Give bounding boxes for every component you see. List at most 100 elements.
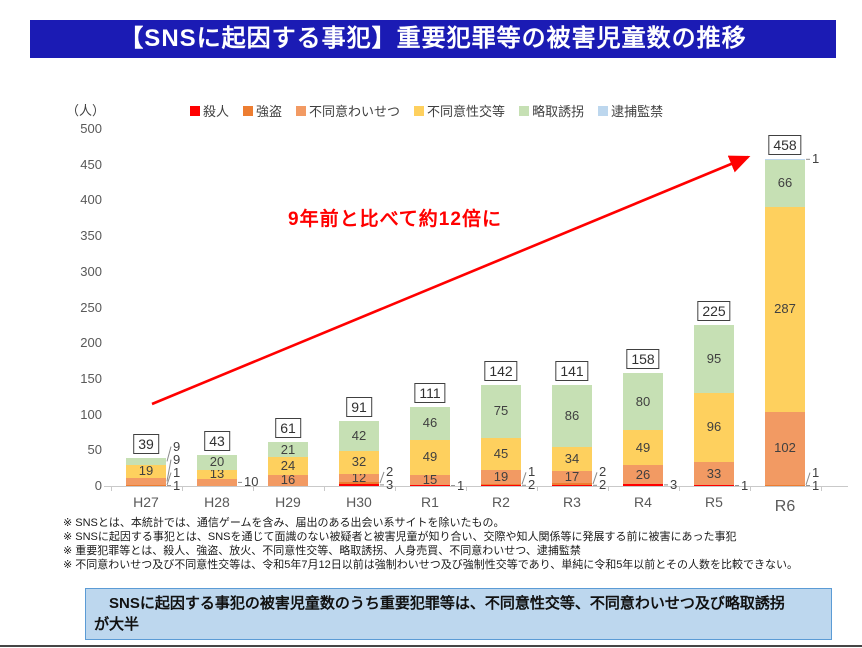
callout-leader-line (805, 472, 811, 486)
bar-segment-value: 16 (280, 472, 296, 488)
callout-leader-line (166, 472, 172, 486)
callout-leader-line (521, 472, 527, 485)
bar-segment (197, 478, 237, 486)
x-axis-tick (607, 487, 609, 491)
x-axis-tick (749, 487, 751, 491)
bar-segment (126, 485, 166, 487)
callout-leader-line (592, 472, 598, 485)
x-axis-category-label: R5 (705, 494, 723, 510)
bar-segment (339, 473, 379, 483)
x-axis-tick (181, 487, 183, 491)
bar-segment (268, 442, 308, 458)
bar-segment-value: 34 (564, 450, 580, 466)
bar-segment-value: 17 (564, 469, 580, 485)
bar-segment-value: 26 (635, 466, 651, 482)
bar-total-label: 39 (133, 434, 159, 455)
y-axis-tick-label: 450 (80, 156, 102, 172)
bar-segment-value: 20 (209, 454, 225, 470)
bar-segment (268, 457, 308, 475)
bar-segment-value: 24 (280, 458, 296, 473)
bar-segment-value: 42 (351, 428, 367, 444)
bar-segment (765, 158, 805, 160)
bar-total-label: 61 (275, 418, 301, 439)
bar-segment (552, 471, 592, 484)
bar-segment-value: 49 (635, 439, 651, 455)
bar-callout-value: 1 (812, 464, 820, 480)
bar-segment (694, 393, 734, 462)
callout-leader-line (166, 446, 172, 462)
bar-callout-value: 1 (173, 477, 181, 493)
bar-segment (765, 206, 805, 412)
bar-segment-value: 15 (422, 471, 438, 487)
callout-leader-line (166, 459, 172, 482)
bar-segment (694, 325, 734, 394)
legend-label: 逮捕監禁 (611, 104, 664, 119)
bar-total-label: 43 (204, 431, 230, 452)
bar-segment-value: 86 (564, 408, 580, 424)
bar-segment (694, 461, 734, 486)
bar-segment-value: 96 (706, 419, 722, 435)
chart-legend: 殺人 強盗 不同意わいせつ 不同意性交等 略取誘拐 逮捕監禁 (190, 101, 663, 120)
bar-callout-value: 1 (528, 464, 536, 480)
bar-segment (481, 438, 521, 471)
bar-callout-value: 9 (173, 438, 181, 454)
bar-segment (623, 373, 663, 431)
y-axis-tick-label: 500 (80, 121, 102, 136)
bar-segment (410, 406, 450, 440)
y-axis-tick-label: 200 (80, 335, 102, 351)
stacked-bar-chart: （人） 殺人 強盗 不同意わいせつ 不同意性交等 略取誘拐 逮捕監禁 9年前と比べて約12… (60, 100, 850, 515)
bar-segment (126, 464, 166, 479)
legend-swatch (598, 105, 609, 116)
x-axis-tick (110, 487, 112, 491)
bar-callout-value: 1 (812, 477, 820, 493)
bar-segment (481, 483, 521, 485)
legend-label: 略取誘拐 (532, 104, 585, 119)
bar-segment-value: 12 (351, 470, 367, 486)
bar-segment (339, 483, 379, 486)
bar-segment (765, 411, 805, 485)
bar-segment-value: 21 (280, 441, 296, 457)
footnotes: ※ SNSとは、本統計では、通信ゲームを含み、届出のある出会い系サイトを除いたも… (63, 517, 798, 572)
x-axis-tick (465, 487, 467, 491)
x-axis-tick (820, 487, 822, 491)
y-axis-tick-label: 150 (80, 370, 102, 386)
legend-label: 不同意性交等 (427, 104, 506, 119)
bar-segment (623, 483, 663, 486)
x-axis-tick (678, 487, 680, 491)
bar-callout-value: 3 (670, 476, 678, 492)
bar-segment (623, 430, 663, 466)
bar-callout-value: 2 (386, 463, 394, 479)
bar-segment-value: 19 (138, 463, 154, 479)
bar-total-label: 142 (484, 360, 518, 381)
x-axis-category-label: R2 (492, 494, 510, 510)
bar-segment (481, 484, 521, 486)
legend-label: 強盗 (256, 104, 283, 119)
summary-line: が大半 (94, 616, 140, 633)
summary-box: SNSに起因する事犯の被害児童数のうち重要犯罪等は、不同意性交等、不同意わいせつ… (85, 588, 832, 640)
bar-segment (126, 478, 166, 485)
bar-segment (481, 384, 521, 439)
bar-segment (126, 458, 166, 465)
x-axis-category-label: H29 (275, 494, 301, 510)
x-axis-category-label: H30 (346, 494, 372, 510)
legend-item: 強盗 (243, 101, 282, 120)
bar-callout-value: 1 (741, 477, 749, 493)
x-axis-tick (252, 487, 254, 491)
bar-segment (126, 484, 166, 486)
bar-callout-value: 2 (528, 477, 536, 493)
bar-segment (410, 439, 450, 475)
legend-swatch (296, 105, 307, 116)
legend-item: 略取誘拐 (519, 101, 584, 120)
y-axis-tick-label: 400 (80, 192, 102, 208)
legend-swatch (243, 105, 254, 116)
bar-total-label: 111 (414, 382, 446, 403)
y-axis-tick-label: 0 (94, 478, 102, 493)
legend-item: 逮捕監禁 (598, 101, 663, 120)
bar-total-label: 225 (697, 301, 731, 322)
x-axis-tick (536, 487, 538, 491)
summary-line: SNSに起因する事犯の被害児童数のうち重要犯罪等は、不同意性交等、不同意わいせつ… (94, 595, 785, 612)
bar-total-label: 91 (346, 397, 372, 418)
chart-annotation: 9年前と比べて約12倍に (288, 209, 502, 230)
legend-item: 不同意わいせつ (296, 101, 400, 120)
bar-callout-value: 1 (457, 477, 465, 493)
